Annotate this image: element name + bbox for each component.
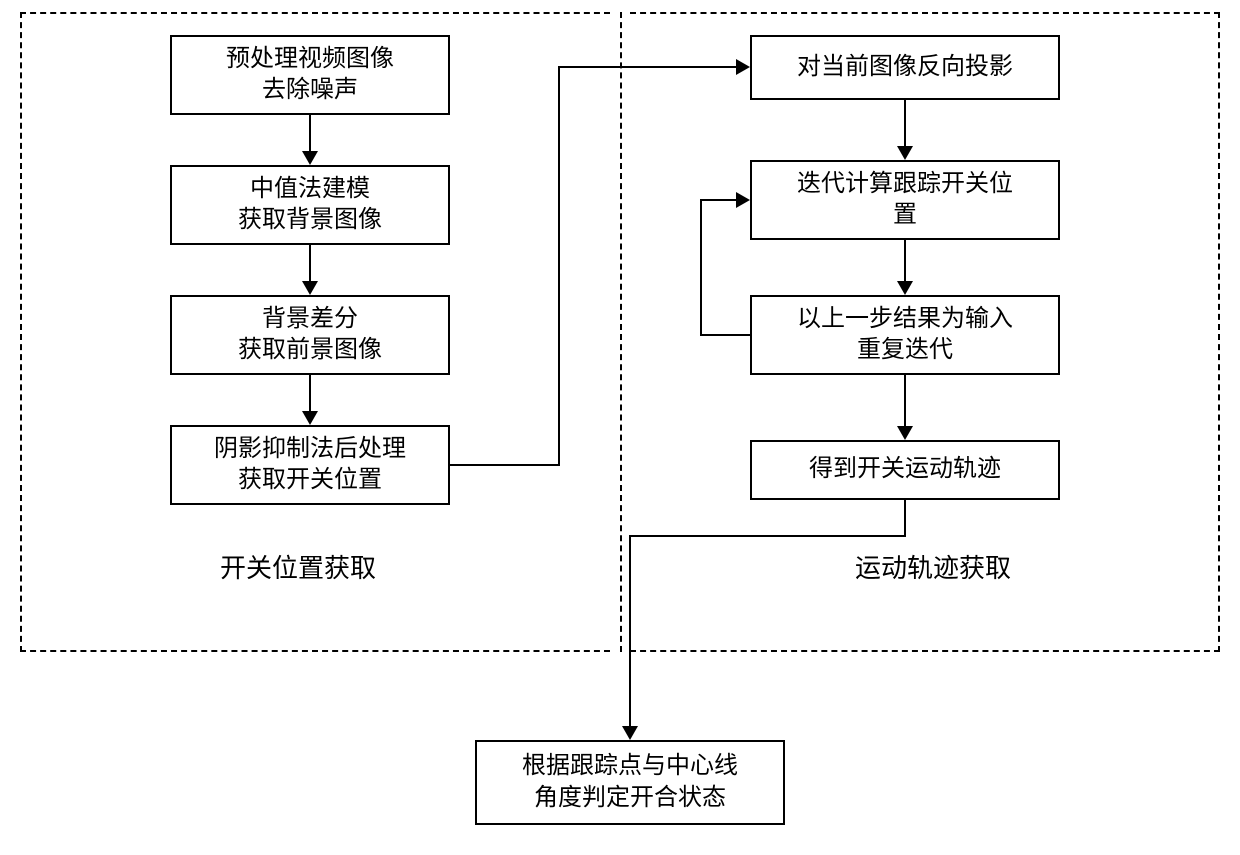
edge-r3-r4-head: [897, 426, 913, 440]
edge-r1-r2-head: [897, 146, 913, 160]
edge-r4-b-head: [622, 726, 638, 740]
node-r3-line2: 重复迭代: [857, 335, 953, 366]
edge-r1-r2: [904, 100, 906, 148]
node-l4-line2: 获取开关位置: [238, 465, 382, 496]
node-l3-line2: 获取前景图像: [238, 335, 382, 366]
edge-l1-l2: [309, 115, 311, 153]
edge-fb-head: [736, 192, 750, 208]
node-l4: 阴影抑制法后处理 获取开关位置: [170, 425, 450, 505]
edge-r3-r4: [904, 375, 906, 428]
node-l1: 预处理视频图像 去除噪声: [170, 35, 450, 115]
edge-l4-r1-head: [736, 59, 750, 75]
node-r3: 以上一步结果为输入 重复迭代: [750, 295, 1060, 375]
edge-r4-b-h: [629, 535, 906, 537]
node-l2-line2: 获取背景图像: [238, 205, 382, 236]
node-l3-line1: 背景差分: [262, 304, 358, 335]
node-r1: 对当前图像反向投影: [750, 35, 1060, 100]
node-l2-line1: 中值法建模: [250, 174, 370, 205]
edge-r4-b-v2: [629, 535, 631, 728]
node-l2: 中值法建模 获取背景图像: [170, 165, 450, 245]
edge-l2-l3-head: [302, 281, 318, 295]
node-l1-line1: 预处理视频图像: [226, 44, 394, 75]
node-bottom-line2: 角度判定开合状态: [534, 783, 726, 814]
label-left: 开关位置获取: [220, 548, 376, 585]
edge-r2-r3-head: [897, 281, 913, 295]
panel-divider: [620, 12, 622, 652]
label-right: 运动轨迹获取: [855, 548, 1011, 585]
edge-l4-r1-h2: [558, 66, 738, 68]
node-r4-line1: 得到开关运动轨迹: [809, 454, 1001, 485]
edge-l4-r1-h1: [450, 464, 560, 466]
edge-l1-l2-head: [302, 151, 318, 165]
node-r1-line1: 对当前图像反向投影: [797, 52, 1013, 83]
node-r3-line1: 以上一步结果为输入: [797, 304, 1013, 335]
node-bottom-line1: 根据跟踪点与中心线: [522, 751, 738, 782]
node-bottom: 根据跟踪点与中心线 角度判定开合状态: [475, 740, 785, 825]
node-r2-line1: 迭代计算跟踪开关位: [797, 169, 1013, 200]
node-l4-line1: 阴影抑制法后处理: [214, 434, 406, 465]
node-r2: 迭代计算跟踪开关位 置: [750, 160, 1060, 240]
edge-l3-l4-head: [302, 411, 318, 425]
node-r2-line2: 置: [893, 200, 917, 231]
edge-l3-l4: [309, 375, 311, 413]
edge-fb-v: [700, 199, 702, 336]
edge-r4-b-v1: [904, 500, 906, 535]
edge-fb-h2: [700, 199, 738, 201]
edge-l2-l3: [309, 245, 311, 283]
node-l1-line2: 去除噪声: [262, 75, 358, 106]
node-l3: 背景差分 获取前景图像: [170, 295, 450, 375]
edge-fb-h1: [700, 334, 750, 336]
edge-l4-r1-v: [558, 66, 560, 466]
node-r4: 得到开关运动轨迹: [750, 440, 1060, 500]
edge-r2-r3: [904, 240, 906, 283]
flowchart-canvas: 预处理视频图像 去除噪声 中值法建模 获取背景图像 背景差分 获取前景图像 阴影…: [0, 0, 1240, 855]
